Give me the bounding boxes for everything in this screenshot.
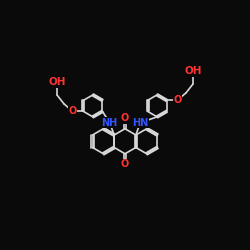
Text: O: O [173, 95, 182, 105]
Text: O: O [121, 113, 129, 123]
Text: O: O [121, 160, 129, 170]
Text: NH: NH [102, 118, 118, 128]
Text: O: O [68, 106, 77, 116]
Text: OH: OH [48, 77, 66, 87]
Text: OH: OH [184, 66, 202, 76]
Text: HN: HN [132, 118, 148, 128]
